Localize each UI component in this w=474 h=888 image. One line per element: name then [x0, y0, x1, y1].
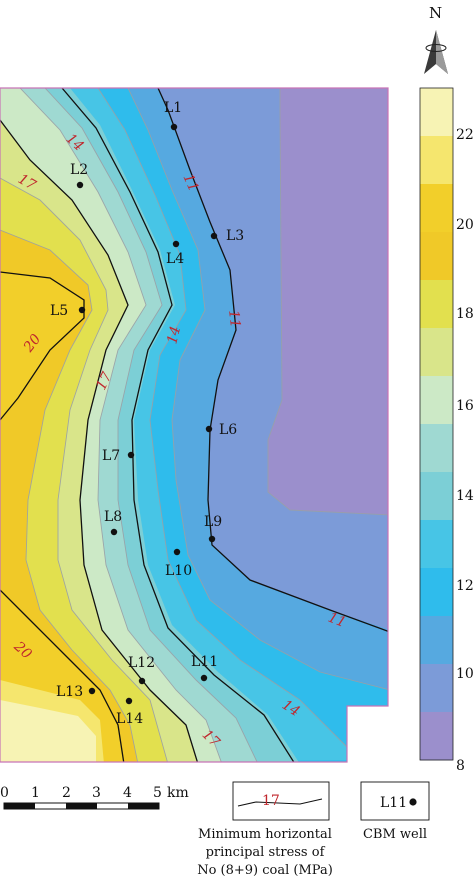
contour-label: 11 [179, 171, 201, 194]
colorbar-cell [420, 280, 453, 329]
well-label: L10 [165, 563, 192, 579]
scale-tick: 4 [123, 785, 132, 801]
colorbar-tick: 22 [456, 127, 474, 143]
well-label: L1 [164, 100, 182, 116]
well-marker [172, 240, 180, 248]
legend-contour-caption-line: No (8+9) coal (MPa) [197, 863, 333, 878]
well-marker [170, 123, 178, 131]
colorbar-tick: 16 [456, 398, 474, 414]
colorbar-tick: 18 [456, 306, 474, 322]
scale-tick: 2 [62, 785, 71, 801]
colorbar-cell [420, 712, 453, 761]
colorbar-cell [420, 88, 453, 137]
legend-well-sample: L11 [380, 795, 407, 811]
well-marker [138, 677, 146, 685]
scale-tick: 1 [31, 785, 40, 801]
colorbar-cell [420, 184, 453, 233]
scale-unit: km [167, 785, 189, 801]
well-label: L14 [116, 711, 143, 727]
colorbar-cell [420, 568, 453, 617]
well-marker [127, 451, 135, 459]
well-label: L9 [204, 514, 222, 530]
colorbar-tick: 8 [456, 758, 465, 774]
north-arrow: N [424, 4, 448, 74]
legend-well-caption: CBM well [363, 827, 427, 842]
legend-contour-caption-line: Minimum horizontal [198, 827, 332, 842]
colorbar-cell [420, 376, 453, 425]
colorbar-cell [420, 424, 453, 473]
colorbar-cell [420, 616, 453, 665]
colorbar-cell [420, 136, 453, 185]
legend-contour-caption-line: principal stress of [206, 845, 326, 860]
well-label: L4 [166, 251, 184, 267]
well-marker [110, 528, 118, 536]
contour-label: 14 [164, 325, 184, 346]
well-marker [210, 232, 218, 240]
north-label: N [429, 4, 442, 22]
map-border [0, 87, 389, 763]
legend-contour: 17 Minimum horizontal principal stress o… [197, 781, 333, 878]
well-marker [205, 425, 213, 433]
contour-label: 17 [15, 171, 39, 194]
contour-label: 11 [225, 309, 243, 328]
well-marker [125, 697, 133, 705]
well-label: L12 [128, 655, 155, 671]
well-marker [88, 687, 96, 695]
colorbar-cell [420, 664, 453, 713]
legend-well: L11 CBM well [360, 781, 430, 842]
well-label: L2 [70, 162, 88, 178]
well-label: L7 [102, 448, 120, 464]
contour-label: 17 [93, 370, 115, 393]
well-label: L5 [50, 303, 68, 319]
well-marker [208, 535, 216, 543]
contour-map [0, 88, 388, 762]
scale-bar: 0 1 2 3 4 5 km [0, 785, 189, 810]
colorbar-cell [420, 472, 453, 521]
colorbar: 22 20 18 16 14 12 10 8 [419, 87, 474, 774]
colorbar-tick: 12 [456, 578, 474, 594]
well-label: L11 [191, 654, 218, 670]
colorbar-tick: 14 [456, 488, 474, 504]
legend-contour-sample: 17 [262, 793, 280, 809]
well-label: L3 [226, 228, 244, 244]
colorbar-tick: 10 [456, 666, 474, 682]
well-marker [173, 548, 181, 556]
well-marker [78, 306, 86, 314]
well-marker [76, 181, 84, 189]
wells: L1 L2 L3 L4 L5 L6 L7 L8 L9 L10 L11 L12 L… [50, 100, 244, 727]
scale-tick: 3 [92, 785, 101, 801]
well-label: L13 [56, 684, 83, 700]
scale-tick: 0 [0, 785, 9, 801]
colorbar-cell [420, 520, 453, 569]
legend-well-marker [409, 798, 417, 806]
contour-label: 11 [326, 610, 349, 632]
colorbar-cell [420, 328, 453, 377]
colorbar-tick: 20 [456, 217, 474, 233]
well-marker [200, 674, 208, 682]
colorbar-cell [420, 232, 453, 281]
scale-tick: 5 [153, 785, 162, 801]
well-label: L8 [104, 509, 122, 525]
well-label: L6 [219, 422, 237, 438]
